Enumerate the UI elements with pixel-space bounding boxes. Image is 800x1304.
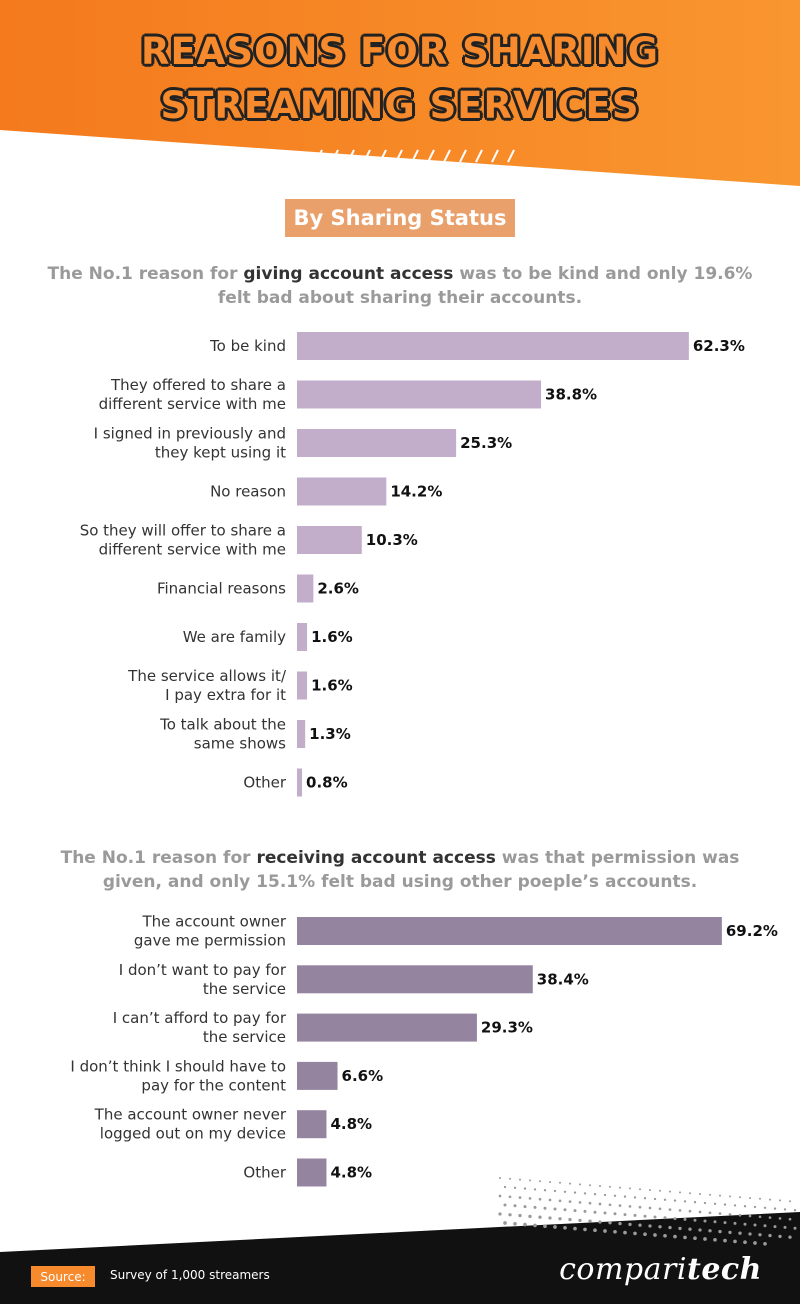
giving-reasons-chart: 62.3% To be kind 38.8% They offered to shar…	[80, 332, 745, 797]
source-label: Source:	[31, 1266, 95, 1287]
giving-bar-9	[297, 768, 303, 797]
logo-text-part-1: compari	[559, 1252, 687, 1287]
receiving-bar-4	[297, 1110, 327, 1139]
receiving-subtitle-post: was that permission was given, and only …	[102, 848, 740, 892]
giving-category-label-0: To be kind	[209, 337, 286, 355]
giving-bar-6	[297, 623, 308, 651]
page-title-line-1: REASONS FOR SHARING	[141, 30, 659, 73]
receiving-value-label-4: 4.8%	[330, 1115, 372, 1133]
giving-category-label-8-line-0: To talk about the	[159, 716, 286, 734]
giving-value-label-0: 62.3%	[693, 337, 745, 355]
giving-subtitle-highlight: giving account access	[243, 264, 454, 284]
giving-bar-7	[297, 671, 308, 700]
receiving-category-label-2-line-1: the service	[203, 1028, 286, 1046]
giving-subtitle-pre: The No.1 reason for	[47, 264, 244, 284]
receiving-category-label-1-line-0: I don’t want to pay for	[119, 961, 287, 979]
giving-bar-4	[297, 526, 362, 554]
giving-value-label-7: 1.6%	[311, 677, 353, 695]
receiving-bar-2	[297, 1013, 477, 1042]
giving-subtitle-post: was to be kind and only 19.6% felt bad a…	[217, 264, 753, 308]
receiving-value-label-3: 6.6%	[342, 1067, 384, 1085]
giving-category-label-7-line-1: I pay extra for it	[165, 686, 286, 704]
receiving-value-label-0: 69.2%	[726, 922, 778, 940]
giving-value-label-4: 10.3%	[366, 531, 418, 549]
comparitech-logo: comparitech	[559, 1252, 762, 1287]
giving-category-label-1-line-1: different service with me	[99, 395, 286, 413]
receiving-category-label-2-line-0: I can’t afford to pay for	[113, 1009, 287, 1027]
receiving-category-label-1-line-1: the service	[203, 980, 286, 998]
receiving-bar-5	[297, 1158, 327, 1187]
receiving-subtitle: The No.1 reason for receiving account ac…	[40, 846, 760, 894]
giving-category-label-9: Other	[243, 774, 286, 792]
giving-value-label-1: 38.8%	[545, 386, 597, 404]
receiving-value-label-1: 38.4%	[537, 970, 589, 988]
receiving-bar-1	[297, 965, 533, 994]
receiving-category-label-5: Other	[243, 1164, 286, 1182]
giving-value-label-5: 2.6%	[317, 580, 359, 598]
receiving-subtitle-highlight: receiving account access	[256, 848, 496, 868]
receiving-category-label-4-line-1: logged out on my device	[100, 1125, 286, 1143]
receiving-category-label-0-line-1: gave me permission	[134, 932, 286, 950]
receiving-value-label-2: 29.3%	[481, 1019, 533, 1037]
receiving-category-label-4-line-0: The account owner never	[94, 1106, 287, 1124]
giving-category-label-2-line-0: I signed in previously and	[94, 425, 286, 443]
giving-category-label-8-line-1: same shows	[194, 735, 286, 753]
receiving-category-label-3-line-0: I don’t think I should have to	[70, 1057, 286, 1075]
giving-category-label-4-line-0: So they will offer to share a	[80, 522, 286, 540]
receiving-bar-3	[297, 1061, 338, 1090]
giving-bar-0	[297, 332, 689, 360]
giving-value-label-2: 25.3%	[460, 434, 512, 452]
giving-category-label-2-line-1: they kept using it	[155, 444, 286, 462]
decorative-dash-row	[315, 149, 515, 163]
giving-value-label-8: 1.3%	[309, 725, 351, 743]
giving-value-label-9: 0.8%	[306, 774, 348, 792]
giving-category-label-3: No reason	[210, 483, 286, 501]
giving-value-label-3: 14.2%	[390, 483, 442, 501]
giving-category-label-5: Financial reasons	[157, 580, 286, 598]
giving-bar-8	[297, 720, 306, 748]
giving-category-label-6: We are family	[183, 628, 286, 646]
receiving-subtitle-pre: The No.1 reason for	[60, 848, 257, 868]
header-background	[0, 0, 800, 186]
giving-category-label-4-line-1: different service with me	[99, 541, 286, 559]
giving-bar-5	[297, 574, 314, 603]
receiving-category-label-3-line-1: pay for the content	[141, 1076, 286, 1094]
giving-bar-1	[297, 380, 542, 409]
logo-text-part-2: tech	[686, 1252, 762, 1287]
footer-background	[0, 1177, 800, 1304]
page-title-line-2: STREAMING SERVICES	[160, 84, 640, 127]
giving-subtitle: The No.1 reason for giving account acces…	[40, 262, 760, 310]
receiving-bar-0	[297, 917, 722, 945]
giving-category-label-1-line-0: They offered to share a	[110, 376, 286, 394]
receiving-value-label-5: 4.8%	[330, 1164, 372, 1182]
source-text: Survey of 1,000 streamers	[110, 1268, 270, 1282]
giving-value-label-6: 1.6%	[311, 628, 353, 646]
receiving-category-label-0-line-0: The account owner	[141, 913, 286, 931]
section-badge: By Sharing Status	[285, 199, 515, 237]
giving-bar-3	[297, 477, 387, 506]
giving-category-label-7-line-0: The service allows it/	[127, 667, 287, 685]
giving-bar-2	[297, 429, 457, 457]
